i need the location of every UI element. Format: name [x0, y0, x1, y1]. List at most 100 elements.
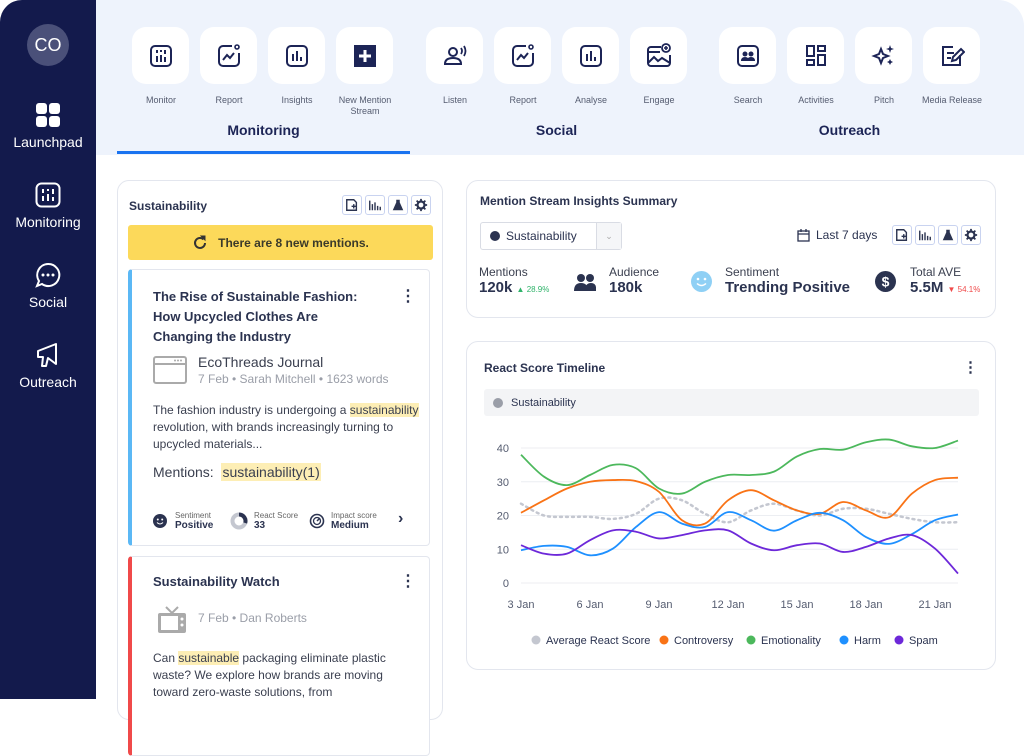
banner-text: There are 8 new mentions.	[218, 235, 369, 250]
engage-icon	[646, 42, 671, 67]
more-options-icon[interactable]: ⋮	[400, 288, 416, 305]
monitor-icon	[149, 44, 172, 67]
stream-color-dot	[490, 231, 500, 241]
x-tick-label: 6 Jan	[577, 599, 604, 611]
more-options-icon[interactable]: ⋮	[400, 573, 416, 590]
series-line-spam	[520, 528, 959, 575]
y-tick-label: 10	[497, 544, 509, 556]
new-mention-stream-button[interactable]	[336, 27, 393, 84]
stream-toolbar	[342, 195, 431, 215]
insights-label: Insights	[281, 95, 313, 105]
analyse-button[interactable]	[562, 27, 619, 84]
gear-button[interactable]	[961, 225, 981, 245]
legend-marker	[839, 635, 849, 645]
monitor-label: Monitor	[145, 95, 176, 105]
stream-title: Sustainability	[129, 199, 208, 213]
engage-label: Engage	[643, 95, 675, 105]
change-down: ▼ 54.1%	[947, 285, 981, 294]
pitch-button[interactable]	[855, 27, 912, 84]
monitor-icon	[35, 182, 61, 208]
mention-title[interactable]: Sustainability Watch	[153, 574, 280, 589]
date-range-picker[interactable]: Last 7 days	[797, 228, 877, 242]
legend-label[interactable]: Harm	[854, 635, 881, 647]
gear-button[interactable]	[411, 195, 431, 215]
grid-icon	[36, 103, 60, 127]
media-release-label: Media Release	[921, 95, 983, 105]
summary-title: Mention Stream Insights Summary	[480, 194, 678, 208]
avatar[interactable]: CO	[27, 24, 69, 66]
sidebar-item-outreach[interactable]: Outreach	[0, 342, 96, 390]
engage-button[interactable]	[630, 27, 687, 84]
report-label: Report	[215, 95, 243, 105]
x-tick-label: 21 Jan	[918, 599, 951, 611]
timeline-filter-chip[interactable]: Sustainability	[484, 389, 979, 416]
x-tick-label: 3 Jan	[508, 599, 535, 611]
series-line-emotionality	[520, 438, 959, 495]
mentions-stat: Mentions 120k ▲ 28.9%	[479, 265, 550, 296]
search-button[interactable]	[719, 27, 776, 84]
tab-monitoring[interactable]: Monitoring	[227, 122, 300, 138]
mention-card[interactable]: The Rise of Sustainable Fashion: How Upc…	[128, 269, 430, 546]
sidebar-item-social[interactable]: Social	[0, 262, 96, 310]
dollar-icon: $	[875, 271, 896, 292]
search-icon	[736, 44, 759, 67]
sidebar-item-monitoring[interactable]: Monitoring	[0, 182, 96, 230]
analyse-label: Analyse	[574, 95, 608, 105]
smiley-icon	[153, 514, 167, 528]
mention-title[interactable]: The Rise of Sustainable Fashion: How Upc…	[153, 289, 358, 344]
x-tick-label: 12 Jan	[711, 599, 744, 611]
legend-label[interactable]: Average React Score	[546, 635, 650, 647]
tab-outreach[interactable]: Outreach	[818, 122, 881, 138]
insights-button[interactable]	[915, 225, 935, 245]
impact-score-metric: Impact score Medium	[309, 511, 377, 531]
activities-button[interactable]	[787, 27, 844, 84]
add-report-button[interactable]	[342, 195, 362, 215]
add-report-icon	[896, 229, 908, 241]
sidebar-item-label: Monitoring	[15, 214, 81, 230]
report-button[interactable]	[200, 27, 257, 84]
y-tick-label: 0	[503, 578, 509, 590]
summary-toolbar	[892, 225, 981, 245]
more-options-icon[interactable]: ⋮	[963, 359, 978, 376]
report-label: Report	[509, 95, 537, 105]
change-up: ▲ 28.9%	[516, 285, 550, 294]
x-tick-label: 15 Jan	[780, 599, 813, 611]
activities-label: Activities	[798, 95, 834, 105]
report-button[interactable]	[494, 27, 551, 84]
media-release-button[interactable]	[923, 27, 980, 84]
legend-label[interactable]: Controversy	[674, 635, 734, 647]
insights-button[interactable]	[365, 195, 385, 215]
mention-source[interactable]: EcoThreads Journal	[198, 354, 324, 370]
keyword-chip[interactable]: sustainability(1)	[221, 463, 321, 481]
insights-button[interactable]	[268, 27, 325, 84]
monitor-button[interactable]	[132, 27, 189, 84]
mention-card[interactable]: Sustainability Watch ⋮ 7 Feb • Dan Rober…	[128, 556, 430, 756]
y-tick-label: 30	[497, 477, 509, 489]
tab-social[interactable]: Social	[535, 122, 578, 138]
gauge-icon	[309, 513, 325, 529]
select-value: Sustainability	[506, 229, 577, 243]
donut-icon	[230, 512, 248, 530]
lab-button[interactable]	[938, 225, 958, 245]
legend-label[interactable]: Spam	[909, 635, 938, 647]
audience-stat: Audience 180k	[609, 265, 660, 296]
sidebar-item-label: Outreach	[19, 374, 77, 390]
new-mentions-banner[interactable]: There are 8 new mentions.	[128, 225, 433, 260]
sidebar-item-launchpad[interactable]: Launchpad	[0, 102, 96, 150]
series-line-controversy	[520, 476, 959, 527]
mention-meta: 7 Feb • Dan Roberts	[198, 611, 307, 625]
listen-button[interactable]	[426, 27, 483, 84]
filter-dot	[493, 397, 503, 408]
stream-select[interactable]: Sustainability ⌄	[480, 222, 622, 250]
svg-text:$: $	[882, 274, 890, 290]
lab-button[interactable]	[388, 195, 408, 215]
add-report-button[interactable]	[892, 225, 912, 245]
legend-label[interactable]: Emotionality	[761, 635, 821, 647]
sentiment-stat: Sentiment Trending Positive	[725, 265, 851, 296]
chevron-down-icon[interactable]: ⌄	[596, 223, 621, 249]
mention-excerpt: Can sustainable packaging eliminate plas…	[153, 651, 386, 699]
analyse-icon	[579, 44, 602, 67]
chevron-right-icon[interactable]: ›	[398, 510, 404, 527]
listen-label: Listen	[442, 95, 468, 105]
mention-keywords: Mentions: sustainability(1)	[153, 463, 321, 481]
